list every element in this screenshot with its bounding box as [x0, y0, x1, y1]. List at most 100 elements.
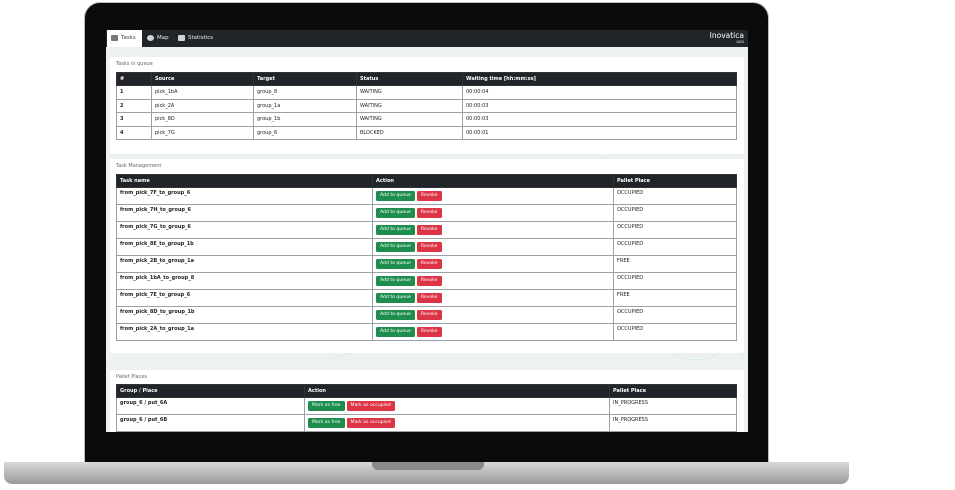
table-row: from_pick_8E_to_group_1b Add to queue Revo…: [116, 238, 737, 256]
table-row: from_pick_8D_to_group_1b Add to queue Revo…: [116, 306, 737, 324]
pallet-cell: OCCUPIED: [613, 272, 737, 290]
action-button[interactable]: Revoke: [416, 242, 442, 252]
action-cell: Add to queue Revoke: [372, 289, 614, 307]
header-row: # Source Target Status Waiting time [hh:mm:s…: [116, 72, 737, 86]
name-cell: from_pick_7E_to_group_6: [116, 289, 373, 307]
action-button[interactable]: Mark as free: [308, 418, 345, 428]
column-header: Action: [304, 384, 610, 398]
action-cell: Add to queue Revoke: [372, 323, 614, 341]
cell: WAITING: [356, 85, 463, 100]
navbar: Tasks Map Statistics Inovatica AGV: [106, 30, 748, 47]
cell: WAITING: [356, 112, 463, 127]
action-button[interactable]: Revoke: [416, 310, 442, 320]
column-header: Task name: [116, 174, 373, 188]
action-button[interactable]: Revoke: [416, 208, 442, 218]
pallet-cell: OCCUPIED: [613, 323, 737, 341]
name-cell: from_pick_7F_to_group_6: [116, 187, 373, 205]
card-title: Pallet Places: [116, 374, 148, 380]
action-cell: Add to queue Revoke: [372, 255, 614, 273]
action-button[interactable]: Mark as occupied: [346, 418, 395, 428]
table-row: from_pick_1bA_to_group_8 Add to queue Revo…: [116, 272, 737, 290]
pallet-cell: FREE: [613, 289, 737, 307]
table-row: from_pick_7H_to_group_6 Add to queue Revok…: [116, 204, 737, 222]
cell: 00:00:03: [462, 98, 737, 113]
cell: 00:00:01: [462, 125, 737, 140]
action-button[interactable]: Revoke: [416, 225, 442, 235]
column-header: Pallet Place: [613, 174, 737, 188]
logo-text: Inovatica: [709, 31, 744, 40]
action-button[interactable]: Revoke: [416, 276, 442, 286]
table-row: from_pick_2A_to_group_1a Add to queue Revo…: [116, 323, 737, 341]
tab[interactable]: Map: [143, 30, 173, 47]
action-button[interactable]: Add to queue: [376, 191, 415, 201]
header-row: Group / Place Action Pallet Place: [116, 384, 737, 398]
card-title: Tasks in queue: [116, 61, 153, 67]
action-button[interactable]: Add to queue: [376, 225, 415, 235]
column-header: Pallet Place: [609, 384, 737, 398]
action-cell: Add to queue Revoke: [372, 187, 614, 205]
cell: pick_8D: [151, 112, 254, 127]
tab[interactable]: Tasks: [107, 30, 142, 47]
action-button[interactable]: Add to queue: [376, 259, 415, 269]
laptop-notch: [372, 462, 484, 470]
action-button[interactable]: Mark as occupied: [346, 401, 395, 411]
action-button[interactable]: Add to queue: [376, 310, 415, 320]
table-row: 4 pick_7G group_6 BLOCKED 00:00:01: [116, 125, 737, 140]
action-cell: Mark as free Mark as occupied: [304, 414, 610, 432]
cell: pick_1bA: [151, 85, 254, 100]
column-header: #: [116, 72, 152, 86]
name-cell: from_pick_8D_to_group_1b: [116, 306, 373, 324]
pallets-card: Pallet Places Group / Place Action Pallet …: [110, 370, 744, 432]
column-header: Waiting time [hh:mm:ss]: [462, 72, 737, 86]
pallet-cell: OCCUPIED: [613, 238, 737, 256]
table-row: from_pick_7F_to_group_6 Add to queue Revok…: [116, 187, 737, 205]
tab-label: Map: [157, 35, 169, 41]
name-cell: from_pick_8E_to_group_1b: [116, 238, 373, 256]
column-header: Status: [356, 72, 463, 86]
action-cell: Mark as free Mark as occupied: [304, 397, 610, 415]
action-cell: Add to queue Revoke: [372, 204, 614, 222]
name-cell: from_pick_7G_to_group_6: [116, 221, 373, 239]
table-row: 1 pick_1bA group_8 WAITING 00:00:04: [116, 85, 737, 100]
action-button[interactable]: Mark as free: [308, 401, 345, 411]
tab-label: Tasks: [121, 35, 136, 41]
column-header: Action: [372, 174, 614, 188]
cell: group_1a: [253, 98, 357, 113]
management-table: Task name Action Pallet Place from_pick_7F_…: [116, 174, 737, 341]
table-row: 3 pick_8D group_1b WAITING 00:00:03: [116, 112, 737, 127]
action-button[interactable]: Add to queue: [376, 242, 415, 252]
header-row: Task name Action Pallet Place: [116, 174, 737, 188]
pallet-cell: OCCUPIED: [613, 204, 737, 222]
table-row: from_pick_7E_to_group_6 Add to queue Revok…: [116, 289, 737, 307]
tab[interactable]: Statistics: [174, 30, 224, 47]
pallet-cell: OCCUPIED: [613, 221, 737, 239]
management-card: Task Management Task name Action Pallet Pl…: [110, 159, 744, 353]
column-header: Group / Place: [116, 384, 305, 398]
name-cell: group_6 / put_6A: [116, 397, 305, 415]
table-row: from_pick_7G_to_group_6 Add to queue Revok…: [116, 221, 737, 239]
cell: 00:00:03: [462, 112, 737, 127]
action-cell: Add to queue Revoke: [372, 238, 614, 256]
name-cell: from_pick_2A_to_group_1a: [116, 323, 373, 341]
action-button[interactable]: Revoke: [416, 327, 442, 337]
cell: group_1b: [253, 112, 357, 127]
table-row: group_6 / put_6A Mark as free Mark as occu…: [116, 397, 737, 415]
screen: Tasks Map Statistics Inovatica AGV Tasks …: [106, 30, 748, 432]
action-cell: Add to queue Revoke: [372, 306, 614, 324]
action-button[interactable]: Revoke: [416, 191, 442, 201]
action-button[interactable]: Add to queue: [376, 276, 415, 286]
pallet-cell: OCCUPIED: [613, 187, 737, 205]
laptop-base: [4, 462, 849, 484]
name-cell: from_pick_7H_to_group_6: [116, 204, 373, 222]
logo-subtext: AGV: [736, 40, 744, 44]
cell: group_6: [253, 125, 357, 140]
action-button[interactable]: Add to queue: [376, 208, 415, 218]
action-button[interactable]: Add to queue: [376, 293, 415, 303]
name-cell: group_6 / put_6B: [116, 414, 305, 432]
tab-label: Statistics: [188, 35, 214, 41]
action-button[interactable]: Revoke: [416, 259, 442, 269]
cell: WAITING: [356, 98, 463, 113]
cell: 00:00:04: [462, 85, 737, 100]
action-button[interactable]: Add to queue: [376, 327, 415, 337]
action-button[interactable]: Revoke: [416, 293, 442, 303]
